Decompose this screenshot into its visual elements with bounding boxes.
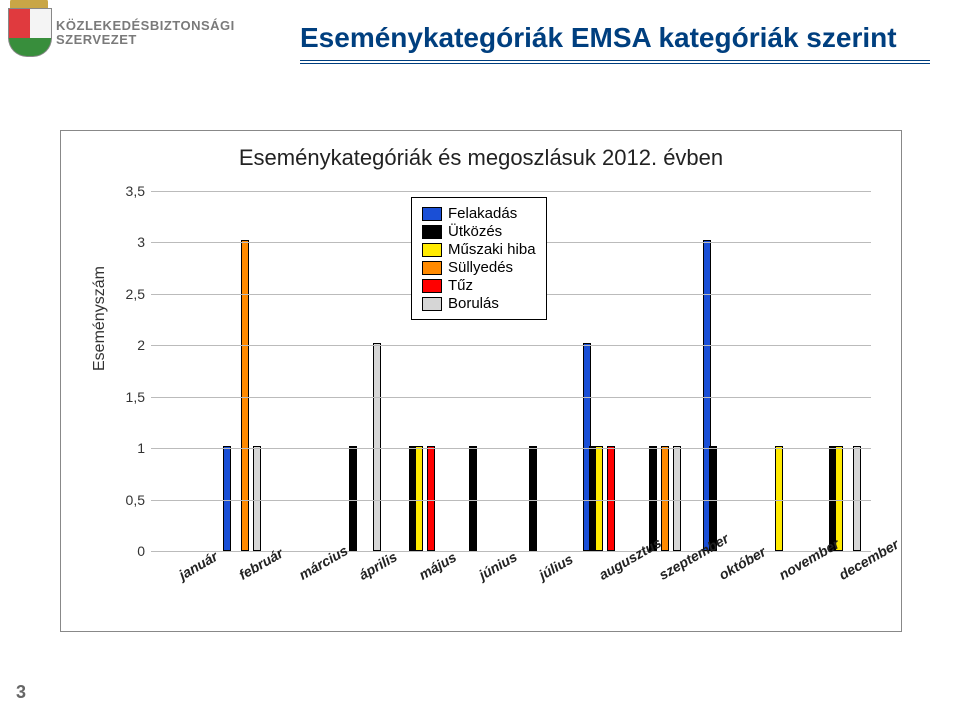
grid-line <box>151 397 871 398</box>
x-tick-label: január <box>176 548 220 583</box>
y-tick-label: 2,5 <box>113 286 145 302</box>
x-tick-label: február <box>236 545 286 583</box>
legend-swatch <box>422 297 442 311</box>
page-number: 3 <box>16 682 26 703</box>
legend-label: Ütközés <box>448 223 502 240</box>
legend-swatch <box>422 261 442 275</box>
chart-container: Eseménykategóriák és megoszlásuk 2012. é… <box>60 130 902 632</box>
legend-item: Borulás <box>422 295 536 312</box>
org-line1: KÖZLEKEDÉSBIZTONSÁGI <box>56 19 235 33</box>
legend-item: Felakadás <box>422 205 536 222</box>
legend-label: Tűz <box>448 277 473 294</box>
legend-label: Süllyedés <box>448 259 513 276</box>
legend-item: Műszaki hiba <box>422 241 536 258</box>
legend-label: Műszaki hiba <box>448 241 536 258</box>
legend-item: Ütközés <box>422 223 536 240</box>
y-tick-label: 1 <box>113 440 145 456</box>
x-tick-label: április <box>356 548 400 582</box>
x-tick-label: június <box>476 548 520 582</box>
legend-swatch <box>422 243 442 257</box>
legend: FelakadásÜtközésMűszaki hibaSüllyedésTűz… <box>411 197 547 320</box>
y-tick-label: 0 <box>113 543 145 559</box>
crest-icon <box>8 8 50 58</box>
x-axis: januárfebruármárciusáprilismájusjúniusjú… <box>151 551 871 611</box>
org-name: KÖZLEKEDÉSBIZTONSÁGI SZERVEZET <box>56 19 235 47</box>
org-line2: SZERVEZET <box>56 33 235 47</box>
legend-label: Borulás <box>448 295 499 312</box>
legend-item: Tűz <box>422 277 536 294</box>
page-title: Eseménykategóriák EMSA kategóriák szerin… <box>300 22 930 64</box>
legend-label: Felakadás <box>448 205 517 222</box>
grid-line <box>151 448 871 449</box>
y-tick-label: 0,5 <box>113 492 145 508</box>
legend-swatch <box>422 225 442 239</box>
grid-line <box>151 500 871 501</box>
legend-swatch <box>422 279 442 293</box>
x-tick-label: július <box>536 551 576 583</box>
grid-line <box>151 345 871 346</box>
grid-line <box>151 191 871 192</box>
y-tick-label: 2 <box>113 337 145 353</box>
y-axis-label: Eseményszám <box>91 266 109 371</box>
org-logo-block: KÖZLEKEDÉSBIZTONSÁGI SZERVEZET <box>8 8 235 58</box>
x-tick-label: május <box>416 549 459 583</box>
y-tick-label: 3,5 <box>113 183 145 199</box>
chart-title: Eseménykategóriák és megoszlásuk 2012. é… <box>61 145 901 171</box>
legend-item: Süllyedés <box>422 259 536 276</box>
bar-borulás <box>373 343 381 551</box>
y-tick-label: 3 <box>113 234 145 250</box>
y-tick-label: 1,5 <box>113 389 145 405</box>
legend-swatch <box>422 207 442 221</box>
